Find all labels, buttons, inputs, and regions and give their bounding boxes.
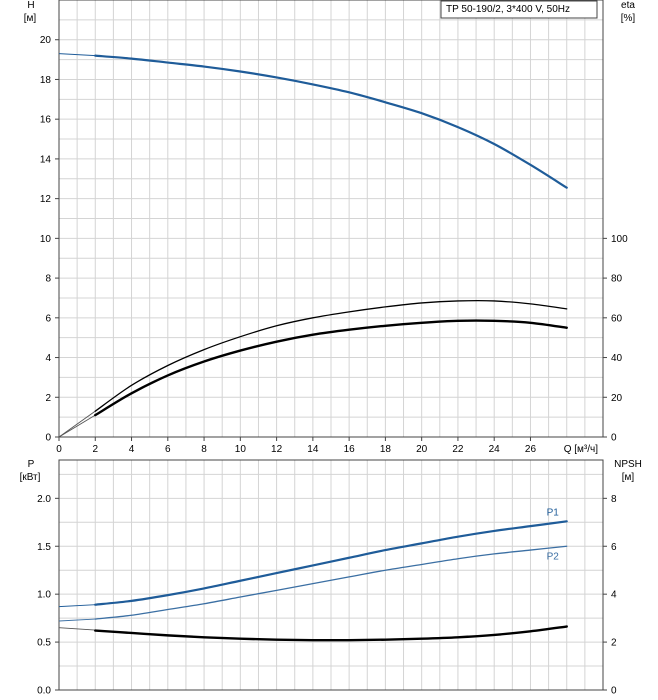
series-line-curve-0-0 [94,54,568,189]
y-right-axis-unit: [%] [621,13,636,24]
x-tick-label: 20 [416,444,428,455]
x-tick-label: 14 [307,444,319,455]
chart-title-box [440,0,598,19]
series-line-curve-0-1 [94,299,568,412]
chart-title: TP 50-190/2, 3*400 V, 50Hz [446,4,570,15]
grid-layer [59,0,603,690]
y-left-tick-label: 12 [40,194,52,205]
y-left-tick-label: 1.0 [37,590,51,601]
y-right-axis-unit: [м] [622,472,635,483]
x-tick-label: 6 [165,444,171,455]
y-left-tick-label: 20 [40,35,52,46]
y-right-axis-label: NPSH [614,459,642,470]
series-line-extension [58,53,96,57]
y-left-tick-label: 6 [45,313,51,324]
series-layer [58,53,568,642]
y-left-tick-label: 4 [45,353,51,364]
y-right-tick-label: 4 [611,590,617,601]
plot-frame [58,0,604,438]
y-left-tick-label: 0 [45,433,51,444]
y-left-axis-unit: [м] [24,13,37,24]
frame-layer [55,0,607,691]
y-left-tick-label: 10 [40,234,52,245]
x-tick-label: 2 [92,444,98,455]
y-left-tick-label: 14 [40,154,52,165]
y-right-tick-label: 0 [611,433,617,444]
y-left-tick-label: 8 [45,274,51,285]
x-tick-label: 24 [489,444,501,455]
y-left-tick-label: 2.0 [37,494,51,505]
y-right-tick-label: 100 [611,234,628,245]
y-right-tick-label: 8 [611,494,617,505]
y-left-tick-label: 1.5 [37,542,51,553]
series-line-curve-1-2 [94,625,568,642]
y-left-tick-label: 2 [45,393,51,404]
series-line-p2 [94,545,568,620]
y-left-tick-label: 18 [40,75,52,86]
y-left-tick-label: 0.5 [37,638,51,649]
y-right-tick-label: 60 [611,313,623,324]
y-right-tick-label: 40 [611,353,623,364]
series-line-extension [58,618,96,622]
y-left-tick-label: 16 [40,115,52,126]
y-right-tick-label: 6 [611,542,617,553]
y-right-tick-label: 20 [611,393,623,404]
y-left-tick-label: 0.0 [37,686,51,697]
y-left-axis-unit: [кВт] [20,472,41,483]
x-tick-label: 8 [201,444,207,455]
series-line-extension [58,414,96,438]
x-tick-label: 22 [452,444,464,455]
series-line-curve-0-2 [94,319,568,417]
y-right-tick-label: 0 [611,686,617,697]
x-tick-label: 16 [344,444,356,455]
series-line-extension [58,604,96,608]
y-right-tick-label: 80 [611,274,623,285]
series-label-p2: P2 [547,551,560,562]
x-tick-label: 26 [525,444,537,455]
x-tick-label: 10 [235,444,247,455]
x-tick-label: 12 [271,444,283,455]
series-label-p1: P1 [547,507,560,518]
y-right-axis-label: eta [621,0,635,11]
y-right-tick-label: 2 [611,638,617,649]
plot-frame [58,459,604,691]
x-tick-label: 4 [129,444,135,455]
series-line-p1 [94,520,568,606]
y-left-axis-label: P [28,459,35,470]
series-line-extension [58,627,96,631]
x-axis-label: Q [м³/ч] [564,444,599,455]
series-line-extension [58,410,96,438]
x-tick-label: 0 [56,444,62,455]
x-tick-label: 18 [380,444,392,455]
y-left-axis-label: H [27,0,34,11]
